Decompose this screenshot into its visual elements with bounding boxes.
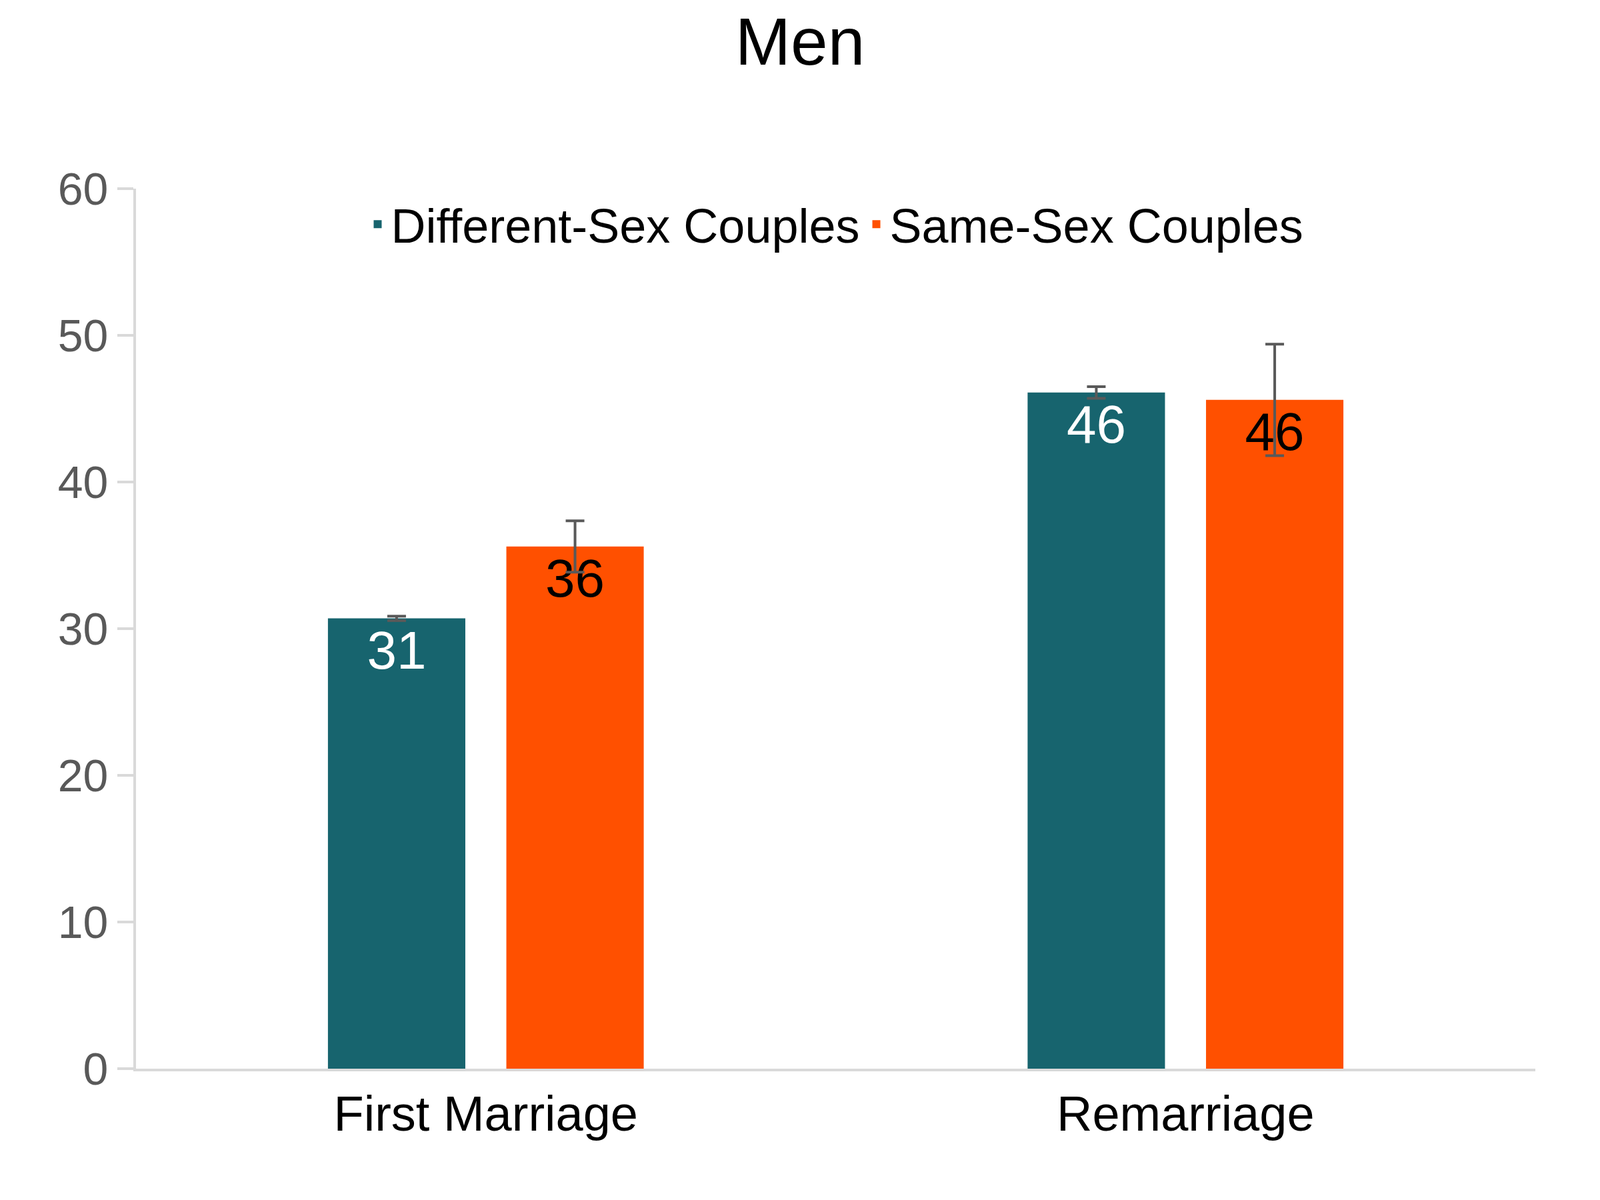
svg-text:Different-Sex Couples: Different-Sex Couples bbox=[391, 199, 860, 253]
svg-text:50: 50 bbox=[58, 310, 109, 361]
svg-text:20: 20 bbox=[58, 750, 109, 801]
svg-text:31: 31 bbox=[366, 620, 426, 680]
svg-text:46: 46 bbox=[1245, 402, 1305, 462]
svg-text:Men: Men bbox=[735, 4, 866, 79]
svg-text:Same-Sex Couples: Same-Sex Couples bbox=[890, 199, 1304, 253]
svg-text:30: 30 bbox=[58, 603, 109, 654]
svg-text:First Marriage: First Marriage bbox=[334, 1086, 638, 1142]
svg-text:10: 10 bbox=[58, 896, 109, 948]
svg-text:0: 0 bbox=[83, 1043, 109, 1094]
svg-text:36: 36 bbox=[545, 548, 605, 608]
svg-text:60: 60 bbox=[58, 163, 109, 214]
svg-text:46: 46 bbox=[1066, 394, 1126, 454]
svg-text:40: 40 bbox=[58, 456, 109, 508]
svg-text:Remarriage: Remarriage bbox=[1056, 1086, 1315, 1142]
